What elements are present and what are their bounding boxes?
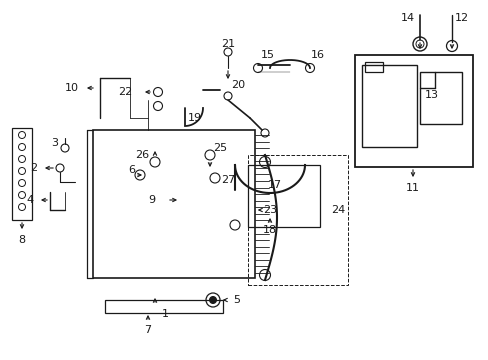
- Text: 2: 2: [30, 163, 38, 173]
- Text: 27: 27: [221, 175, 235, 185]
- Bar: [354, 55, 472, 167]
- Text: 23: 23: [263, 205, 277, 215]
- Bar: [12, 128, 32, 220]
- Bar: [419, 72, 461, 124]
- Text: 18: 18: [263, 225, 277, 235]
- Text: 8: 8: [19, 235, 25, 245]
- Text: 4: 4: [26, 195, 34, 205]
- Text: 25: 25: [212, 143, 226, 153]
- Text: 24: 24: [330, 205, 345, 215]
- Text: 17: 17: [267, 180, 282, 190]
- Bar: [361, 65, 416, 147]
- Text: 20: 20: [230, 80, 244, 90]
- Text: 11: 11: [405, 183, 419, 193]
- Text: 3: 3: [51, 138, 59, 148]
- Text: 13: 13: [424, 90, 438, 100]
- Text: 10: 10: [65, 83, 79, 93]
- Text: 16: 16: [310, 50, 325, 60]
- Text: 15: 15: [261, 50, 274, 60]
- Text: 5: 5: [233, 295, 240, 305]
- Text: 19: 19: [187, 113, 202, 123]
- Text: 21: 21: [221, 39, 235, 49]
- Bar: [93, 130, 254, 278]
- Bar: [105, 300, 223, 313]
- Text: 22: 22: [118, 87, 132, 97]
- Bar: [364, 62, 382, 72]
- Text: 14: 14: [400, 13, 414, 23]
- Text: 6: 6: [128, 165, 135, 175]
- Circle shape: [209, 297, 216, 303]
- Text: 1: 1: [161, 309, 168, 319]
- Bar: [247, 155, 347, 285]
- Text: 7: 7: [144, 325, 151, 335]
- Bar: [247, 165, 319, 227]
- Text: 26: 26: [135, 150, 149, 160]
- Text: 12: 12: [454, 13, 468, 23]
- Text: 9: 9: [148, 195, 155, 205]
